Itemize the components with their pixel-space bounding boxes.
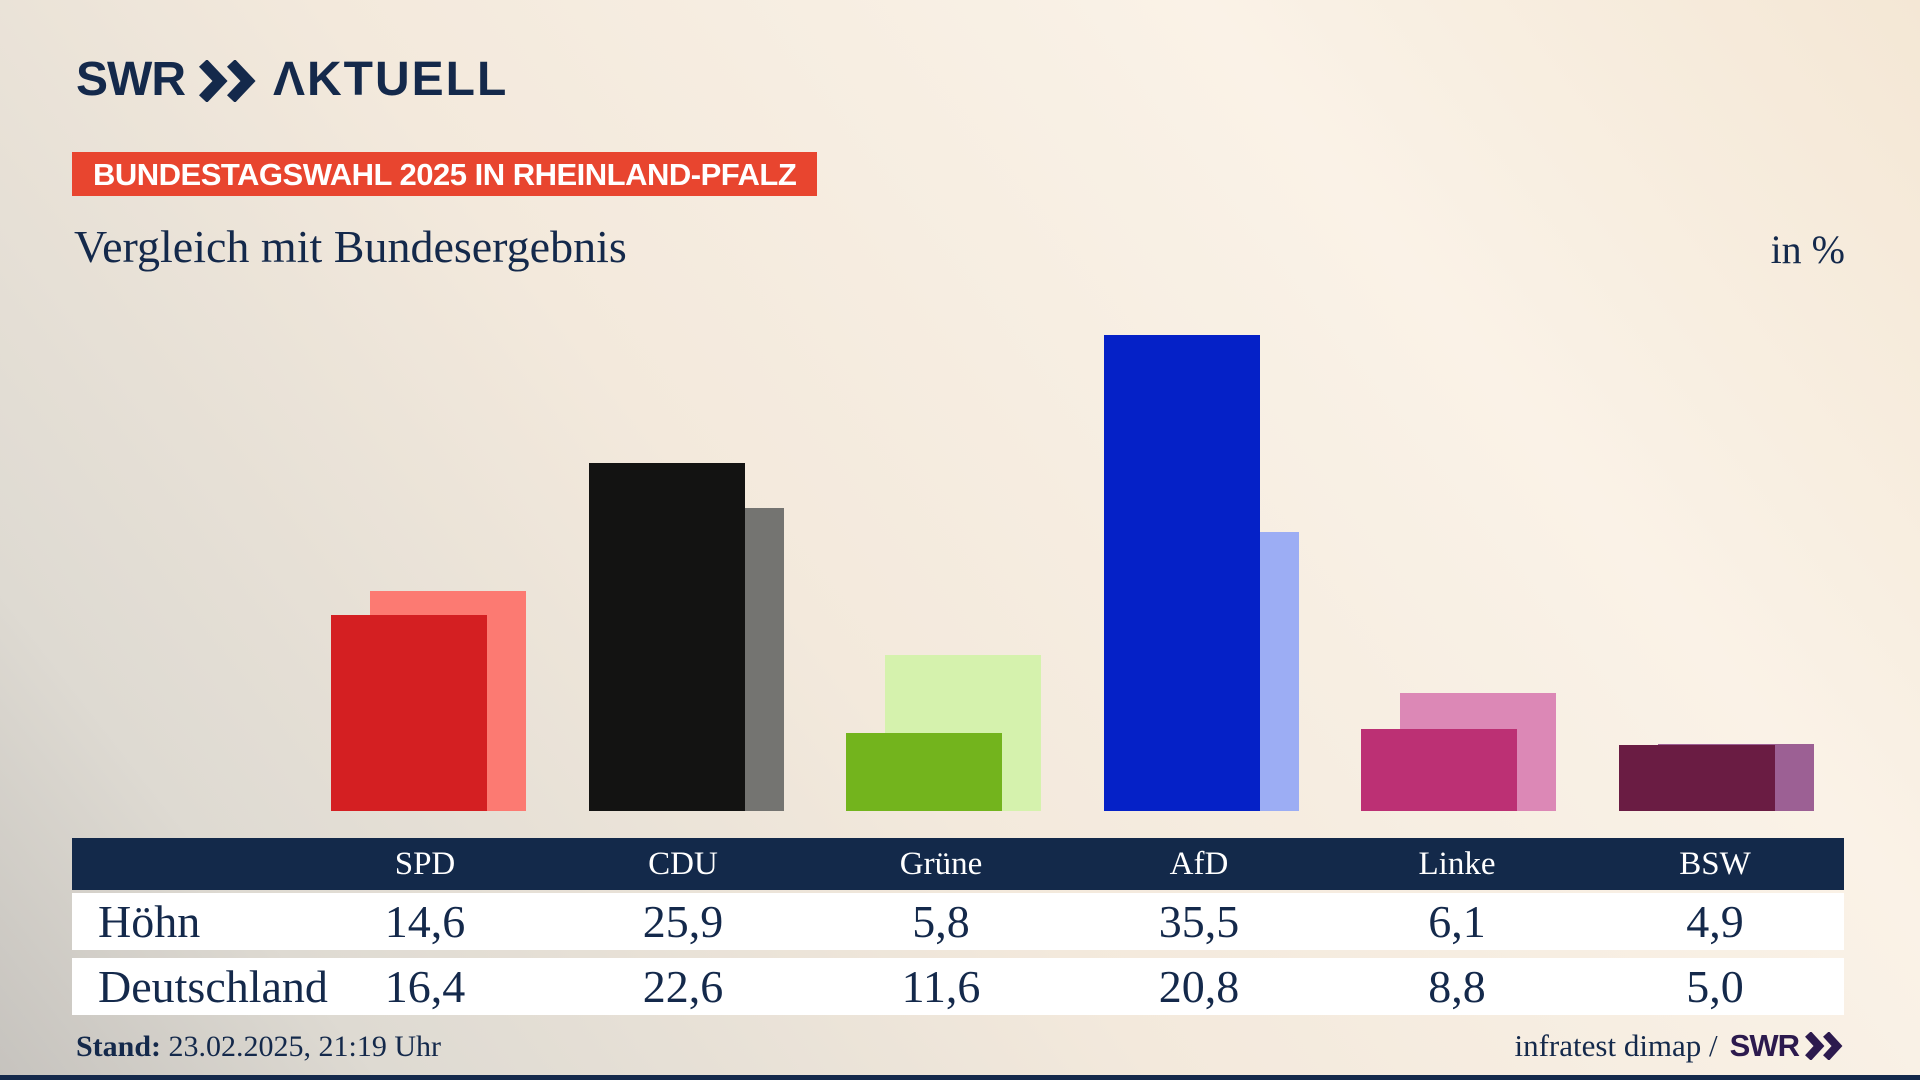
bar-hoehn-bsw xyxy=(1619,745,1775,811)
swr-credit-chevrons-icon xyxy=(1805,1032,1843,1060)
unit-label: in % xyxy=(1770,227,1845,272)
value-deutschland-linke: 8,8 xyxy=(1428,961,1486,1012)
value-hoehn-afd: 35,5 xyxy=(1158,896,1240,947)
value-hoehn-spd: 14,6 xyxy=(384,896,466,947)
value-hoehn-bsw: 4,9 xyxy=(1686,896,1744,947)
swr-credit-logo: SWR xyxy=(1730,1028,1845,1064)
table-header-linke: Linke xyxy=(1418,845,1496,882)
table-header-cdu: CDU xyxy=(648,845,718,882)
table-header-bsw: BSW xyxy=(1679,845,1751,882)
value-deutschland-afd: 20,8 xyxy=(1158,961,1240,1012)
topic-badge: BUNDESTAGSWAHL 2025 IN RHEINLAND-PFALZ xyxy=(72,152,818,196)
swr-aktuell-logo: SWR ΛKTUELL xyxy=(76,56,508,104)
bar-hoehn-gruene xyxy=(846,733,1002,811)
stand-value: 23.02.2025, 21:19 Uhr xyxy=(161,1030,442,1063)
table-header-row: SPD CDU Grüne AfD Linke BSW xyxy=(72,838,1844,890)
table-row-deutschland: Deutschland 16,4 22,6 11,6 20,8 8,8 5,0 xyxy=(72,958,1844,1015)
value-deutschland-gruene: 11,6 xyxy=(901,961,981,1012)
table-header-afd: AfD xyxy=(1169,845,1229,882)
credit-text: infratest dimap / xyxy=(1514,1028,1718,1063)
value-deutschland-spd: 16,4 xyxy=(384,961,466,1012)
bar-hoehn-afd xyxy=(1104,335,1260,811)
stand-label: Stand: xyxy=(76,1030,162,1063)
swr-logo-text: SWR xyxy=(76,53,186,106)
value-deutschland-bsw: 5,0 xyxy=(1686,961,1744,1012)
source-credit: infratest dimap / SWR xyxy=(1515,1028,1846,1064)
value-hoehn-linke: 6,1 xyxy=(1428,896,1486,947)
value-deutschland-cdu: 22,6 xyxy=(642,961,724,1012)
status-timestamp: Stand: 23.02.2025, 21:19 Uhr xyxy=(76,1030,441,1064)
table-header-gruene: Grüne xyxy=(899,845,983,882)
page-title: Vergleich mit Bundesergebnis xyxy=(74,221,627,272)
value-hoehn-gruene: 5,8 xyxy=(912,896,970,947)
swr-chevrons-icon xyxy=(198,60,260,102)
aktuell-logo-text: ΛKTUELL xyxy=(272,53,509,106)
bar-hoehn-spd xyxy=(331,615,487,811)
swr-credit-logo-text: SWR xyxy=(1729,1028,1800,1063)
value-hoehn-cdu: 25,9 xyxy=(642,896,724,947)
table-row-hoehn: Höhn 14,6 25,9 5,8 35,5 6,1 4,9 xyxy=(72,893,1844,950)
results-table: SPD CDU Grüne AfD Linke BSW Höhn 14,6 25,9 5,8 35… xyxy=(72,838,1844,1015)
bottom-accent-bar xyxy=(0,1075,1920,1080)
bar-hoehn-cdu xyxy=(589,463,745,811)
row-label-deutschland: Deutschland xyxy=(98,961,328,1012)
table-header-spd: SPD xyxy=(394,845,456,882)
row-label-hoehn: Höhn xyxy=(98,896,201,947)
bar-hoehn-linke xyxy=(1361,729,1517,811)
